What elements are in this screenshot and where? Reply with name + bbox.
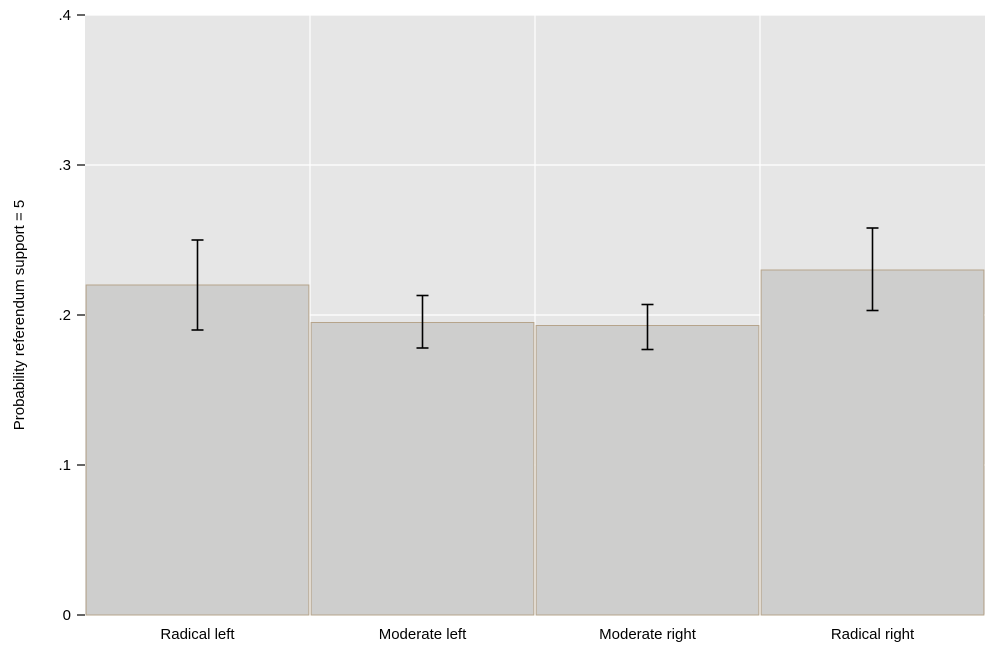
x-tick-label: Radical right: [831, 626, 915, 643]
y-tick-label: .2: [58, 307, 71, 324]
y-axis-label: Probability referendum support = 5: [11, 200, 28, 431]
x-tick-label: Moderate left: [379, 626, 467, 643]
y-tick-label: .3: [58, 157, 71, 174]
y-tick-label: .1: [58, 457, 71, 474]
y-tick-label: 0: [63, 607, 71, 624]
bar: [536, 326, 759, 616]
y-tick-label: .4: [58, 7, 71, 24]
bar: [311, 323, 534, 616]
x-tick-label: Radical left: [160, 626, 235, 643]
bar-chart: Radical left Moderate left Moderate right R…: [0, 0, 1004, 669]
bar: [86, 285, 309, 615]
bar: [761, 270, 984, 615]
x-tick-label: Moderate right: [599, 626, 697, 643]
